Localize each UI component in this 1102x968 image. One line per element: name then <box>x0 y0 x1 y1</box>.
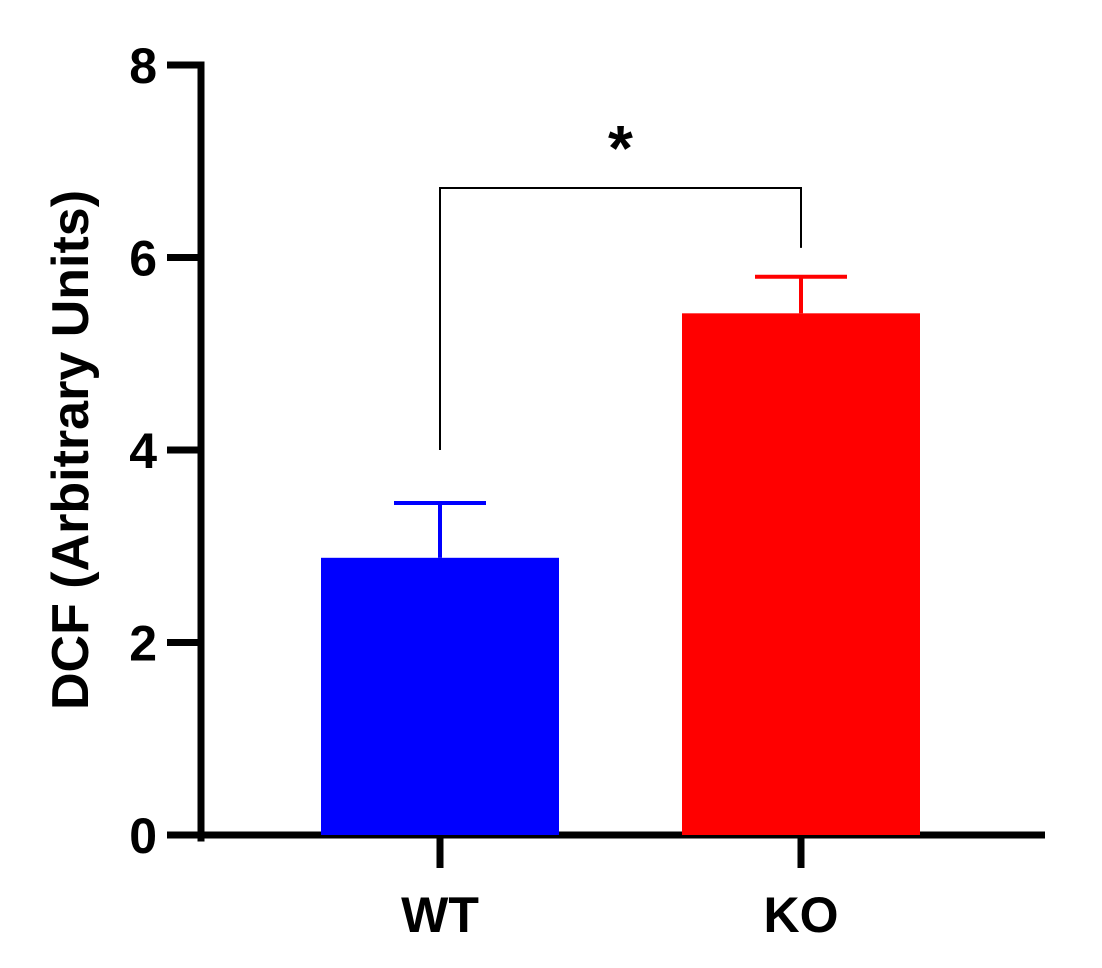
error-bars <box>394 274 847 558</box>
bars <box>321 313 920 835</box>
y-tick-label: 4 <box>129 423 157 479</box>
y-axis-label: DCF (Arbitrary Units) <box>42 190 100 710</box>
y-tick-label: 0 <box>129 808 157 864</box>
y-ticks: 0 2 4 6 8 <box>129 38 201 864</box>
y-tick-label: 2 <box>129 616 157 672</box>
bar-wt <box>321 557 559 835</box>
x-category-labels: WT KO <box>401 835 839 943</box>
significance-bracket: * <box>439 112 802 450</box>
x-tick-label-wt: WT <box>401 887 479 943</box>
y-tick-label: 6 <box>129 231 157 287</box>
y-tick-label: 8 <box>129 38 157 94</box>
significance-label: * <box>608 112 633 184</box>
x-tick-label-ko: KO <box>764 887 839 943</box>
significance-bracket-line <box>439 187 802 450</box>
bar-ko <box>682 313 920 835</box>
